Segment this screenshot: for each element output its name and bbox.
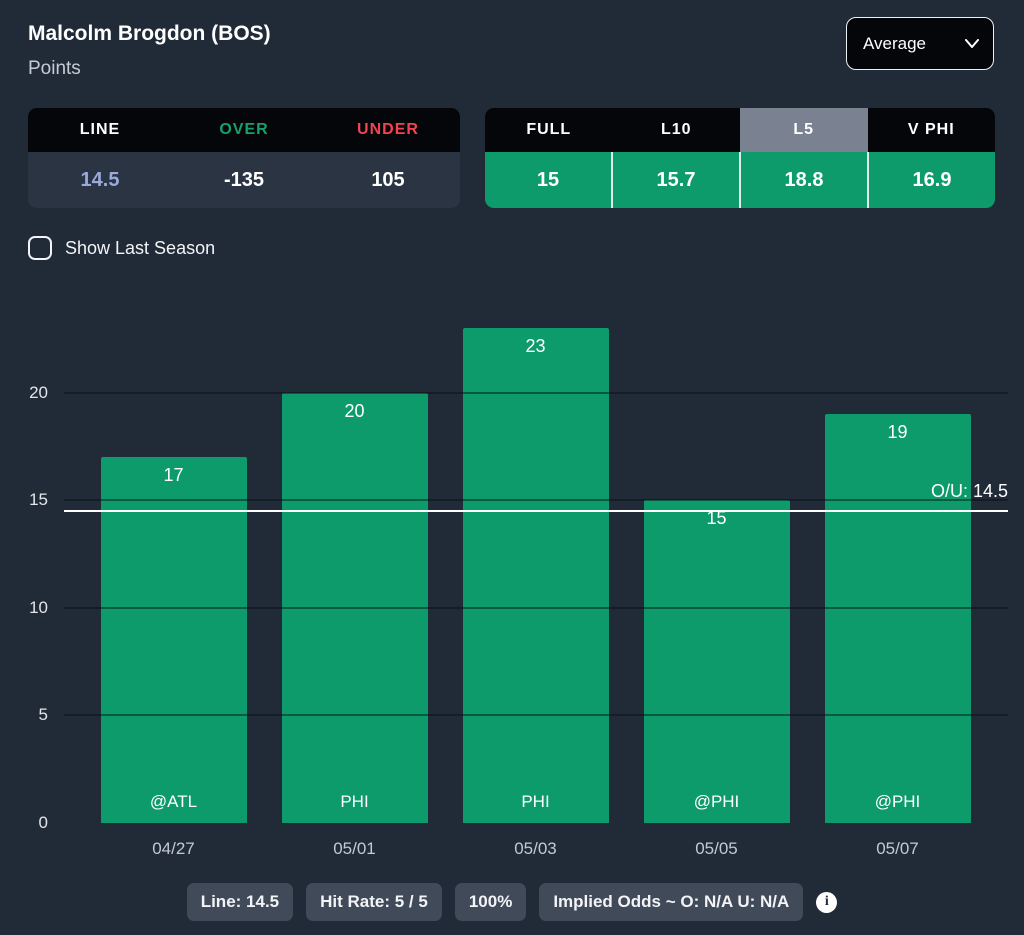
under-header: UNDER (357, 121, 419, 138)
splits-table-values: 15 15.7 18.8 16.9 (485, 152, 995, 208)
y-axis-label: 10 (29, 597, 48, 617)
points-bar-chart: 0 5 10 15 20 17 @ATL 04/27 20 PHI 05/01 23 PHI 05/03 1… (0, 300, 1024, 866)
bar[interactable]: 20 PHI (281, 392, 428, 823)
x-axis-label: 04/27 (152, 839, 195, 858)
over-odds-value: -135 (223, 168, 265, 191)
over-header: OVER (219, 121, 269, 138)
aggregate-dropdown-value: Average (863, 33, 927, 53)
show-last-season-label: Show Last Season (65, 237, 216, 258)
bar-opponent-label: PHI (521, 791, 550, 811)
vphi-average-value: 16.9 (867, 152, 995, 208)
l10-average-value: 15.7 (611, 152, 739, 208)
gridline (64, 606, 1008, 609)
chevron-down-icon (965, 39, 979, 48)
aggregate-dropdown[interactable]: Average (846, 17, 994, 70)
bar[interactable]: 19 @PHI (824, 414, 971, 823)
player-name: Malcolm Brogdon (BOS) (28, 22, 271, 45)
y-axis-label: 20 (29, 382, 48, 402)
odds-table: LINE OVER UNDER 14.5 -135 105 (28, 108, 460, 208)
bar[interactable]: 17 @ATL (100, 457, 247, 823)
gridline (64, 391, 1008, 394)
line-value: 14.5 (80, 168, 120, 191)
x-axis-label: 05/07 (876, 839, 919, 858)
show-last-season-toggle[interactable]: Show Last Season (28, 236, 215, 260)
line-header: LINE (79, 121, 121, 138)
splits-table: FULL L10 L5 V PHI 15 15.7 18.8 16.9 (485, 108, 995, 208)
odds-table-values: 14.5 -135 105 (28, 152, 460, 208)
bar-opponent-label: @PHI (693, 791, 740, 811)
gridline (64, 499, 1008, 502)
odds-table-header: LINE OVER UNDER (28, 108, 460, 152)
x-axis-label: 05/05 (695, 839, 738, 858)
bar-value-label: 19 (887, 422, 908, 443)
bar-opponent-label: PHI (340, 791, 369, 811)
implied-odds-badge: Implied Odds ~ O: N/A U: N/A (539, 883, 804, 921)
tab-vphi[interactable]: V PHI (907, 121, 955, 138)
bar-value-label: 17 (163, 465, 184, 486)
under-odds-value: 105 (371, 168, 405, 191)
splits-table-header: FULL L10 L5 V PHI (485, 108, 995, 152)
full-average-value: 15 (536, 168, 560, 191)
x-axis-label: 05/03 (514, 839, 557, 858)
tab-l5[interactable]: L5 (740, 108, 868, 152)
y-axis-label: 15 (29, 490, 48, 510)
tab-l10[interactable]: L10 (660, 121, 692, 138)
bar-value-label: 23 (525, 335, 546, 356)
stat-type-label: Points (28, 58, 81, 79)
over-under-line (64, 509, 1008, 513)
l5-average-value: 18.8 (739, 152, 867, 208)
bar-opponent-label: @PHI (874, 791, 921, 811)
hit-rate-badge: Hit Rate: 5 / 5 (306, 883, 442, 921)
bar-opponent-label: @ATL (149, 791, 198, 811)
bar[interactable]: 23 PHI (462, 327, 609, 823)
tab-full[interactable]: FULL (526, 121, 572, 138)
gridline (64, 714, 1008, 717)
bar-value-label: 20 (344, 400, 365, 421)
hit-percentage-badge: 100% (454, 883, 527, 921)
over-under-line-label: O/U: 14.5 (930, 480, 1008, 501)
show-last-season-checkbox[interactable] (28, 236, 52, 260)
bar[interactable]: 15 @PHI (643, 500, 790, 823)
x-axis-label: 05/01 (333, 839, 376, 858)
footer-stats-bar: Line: 14.5 Hit Rate: 5 / 5 100% Implied … (0, 883, 1024, 921)
info-icon[interactable]: i (816, 891, 838, 913)
bar-value-label: 15 (706, 508, 727, 529)
y-axis-label: 0 (38, 813, 48, 832)
line-badge: Line: 14.5 (186, 883, 294, 921)
y-axis-label: 5 (38, 705, 48, 725)
